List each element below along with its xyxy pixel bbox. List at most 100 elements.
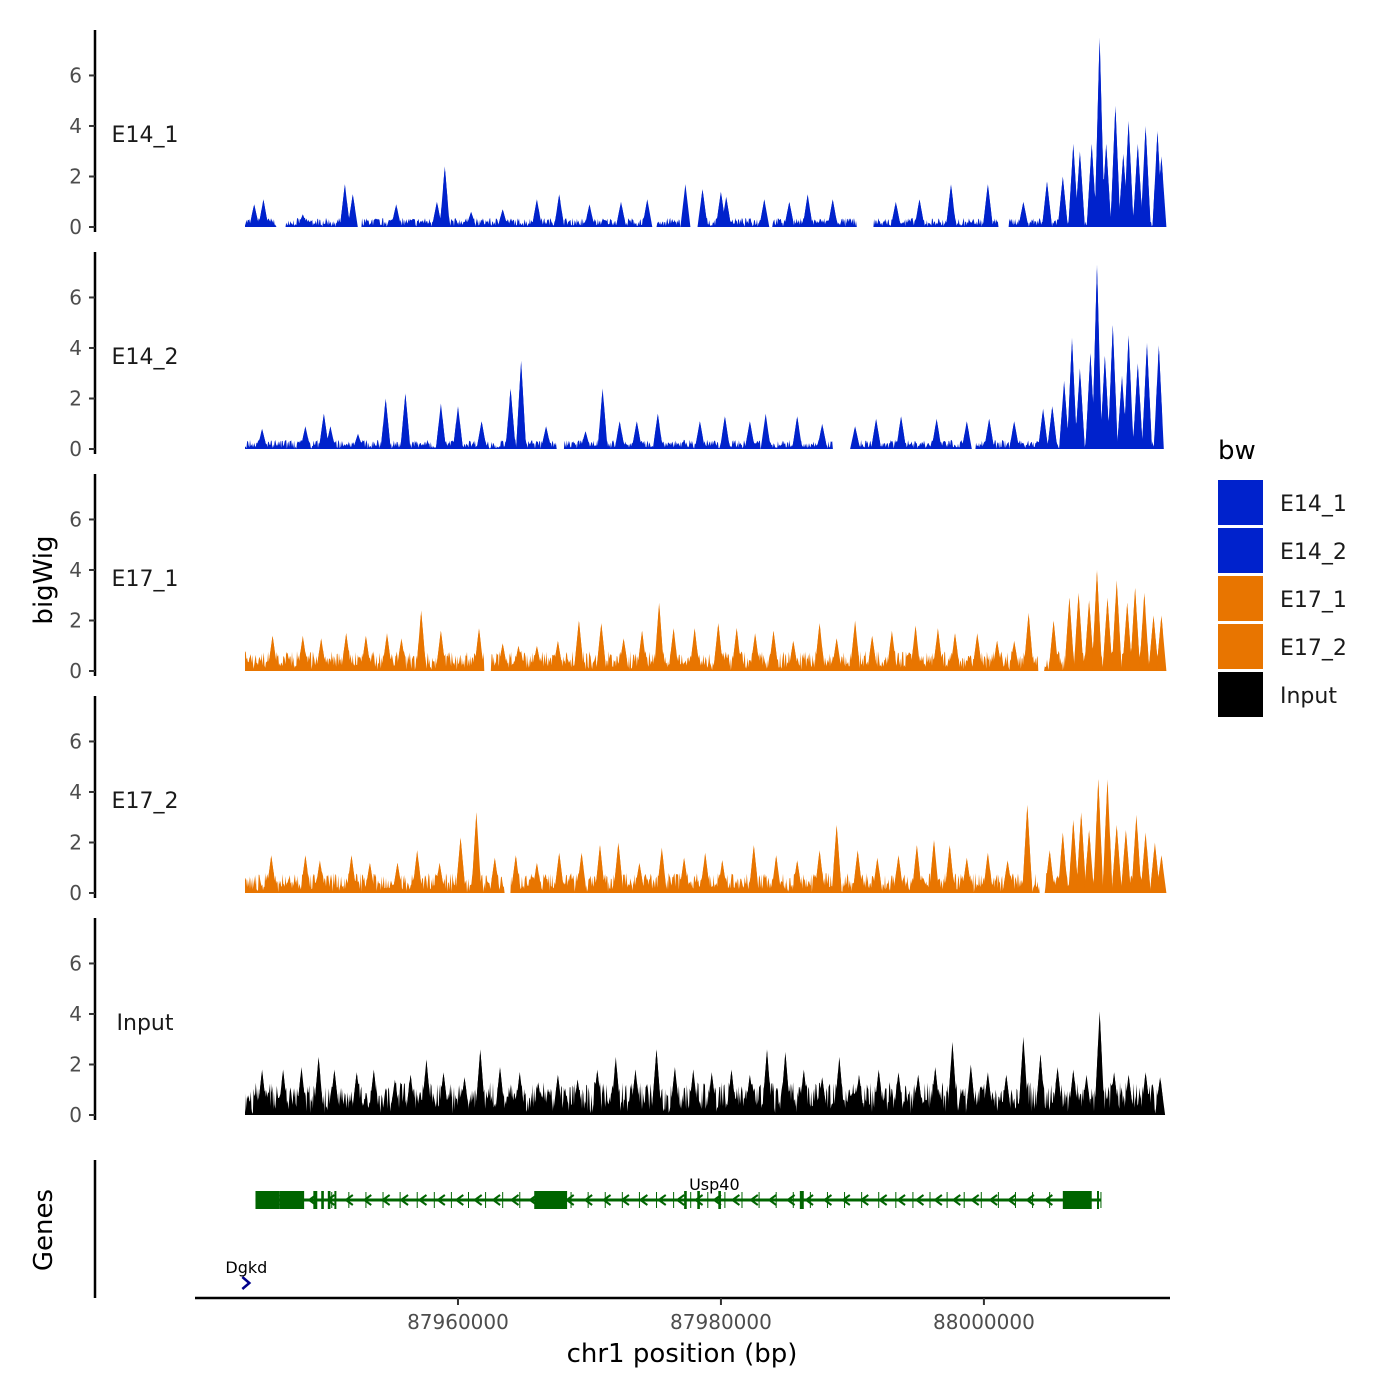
signal-peak [965,1064,976,1115]
y-tick-label: 0 [69,437,82,461]
signal-peak [1068,819,1079,893]
strand-arrow [638,1194,648,1206]
signal-peak [1131,814,1142,893]
signal-peak [438,1072,449,1115]
exon-block [799,1191,804,1209]
signal-peak [1123,120,1134,227]
strand-arrow [693,1194,704,1206]
signal-peak [1064,597,1075,671]
signal-peak [1156,615,1167,671]
signal-peak [267,635,278,671]
signal-peak [872,857,883,893]
signal-peak [459,1077,470,1115]
track-E14_1: 0 2 4 6 E14_1 [69,30,1167,239]
signal-peak [930,1067,941,1115]
signal-peak [613,842,624,893]
signal-peak [1022,804,1033,893]
signal-peak [744,421,755,449]
signal-peak [768,630,779,671]
signal-peak [347,194,358,227]
strand-arrow [730,1194,740,1206]
y-tick-label: 2 [69,608,82,632]
signal-peak [1093,779,1104,893]
legend-label: E17_2 [1280,636,1347,661]
exon-block [1096,1191,1099,1209]
signal-peak [654,602,665,671]
signal-peak [278,1069,289,1115]
signal-peak [750,633,761,671]
signal-peak [1092,264,1102,449]
legend-swatch [1218,624,1263,669]
signal-peak [1074,151,1085,227]
signal-peak [731,628,742,671]
signal-peak [1111,824,1122,893]
legend-swatch [1218,672,1263,717]
signal-peak [1140,1072,1151,1115]
signal-peak [850,620,861,671]
signal-peak [652,413,663,449]
exon-block [327,1191,331,1209]
strand-arrow [491,1194,501,1206]
signal-peak [297,635,308,671]
signal-peak [630,1069,641,1115]
strand-arrow [509,1194,520,1206]
y-tick-label: 2 [69,164,82,188]
signal-peak [950,633,960,671]
signal-peak [798,1069,809,1115]
y-tick-label: 0 [69,659,82,683]
signal-peak [697,189,708,227]
signal-peak [931,418,942,449]
signal-peak [1140,126,1151,227]
signal-peak [1042,181,1052,227]
signal-peak [258,199,269,227]
signal-peak [421,1059,432,1115]
signal-area-E14_2 [245,269,1163,449]
strand-arrow [933,1194,943,1206]
signal-peak [668,628,679,671]
signal-peak [392,862,403,893]
signal-peak [1132,363,1143,449]
track-label: Input [117,1011,174,1036]
exon-block [279,1191,305,1209]
signal-peak [713,623,724,671]
signal-peak [505,388,516,449]
strand-arrow [822,1194,833,1206]
signal-peak [1109,1072,1120,1115]
track-E17_1: 0 2 4 6 E17_1 [69,474,1167,683]
track-label: E14_1 [112,123,179,148]
signal-peak [297,214,308,227]
strand-arrow [785,1194,796,1206]
signal-peak [466,211,477,227]
signal-peak [890,201,901,227]
strand-arrow [344,1194,354,1206]
signal-peak [1001,1074,1012,1115]
signal-peak [634,862,645,893]
strand-arrow [951,1194,961,1206]
signal-peak [1101,143,1112,227]
signal-peak [771,855,782,893]
gene-Dgkd: Dgkd [225,1258,267,1290]
strand-arrow [969,1194,980,1206]
track-E14_2: 0 2 4 6 E14_2 [69,252,1164,461]
y-tick-label: 0 [69,1103,82,1127]
signal-peak [573,620,584,671]
gene-label: Dgkd [225,1258,267,1277]
track-label: E17_1 [112,567,179,592]
signal-peak [1111,580,1122,671]
signal-peak [944,845,955,893]
legend-items: E14_1 E14_2 E17_1 E17_2 Input [1218,480,1347,717]
signal-peak [651,1049,662,1115]
signal-peak [1092,570,1102,671]
signal-peak [831,824,842,893]
signal-peak [318,413,329,449]
exon-block [718,1191,721,1209]
signal-peak [1139,592,1150,671]
signal-peak [669,1067,680,1115]
signal-peak [396,638,407,671]
signal-peak [580,431,591,449]
signal-peak [762,1049,772,1115]
signal-peak [497,643,508,671]
signal-peak [893,1072,904,1115]
signal-peak [300,426,311,449]
